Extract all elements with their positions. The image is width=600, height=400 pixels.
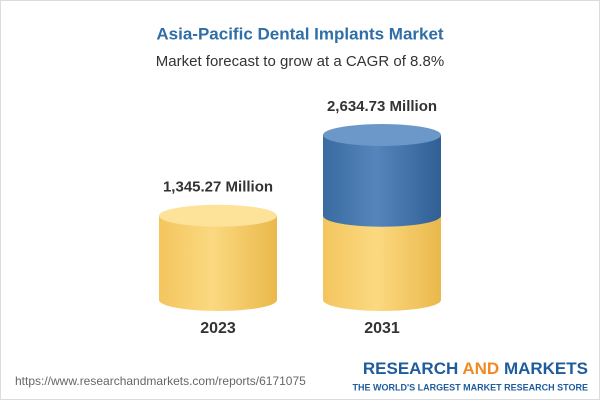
- brand-word: MARKETS: [504, 359, 588, 378]
- cylinder-body: [323, 135, 441, 227]
- chart-subtitle: Market forecast to grow at a CAGR of 8.8…: [156, 53, 444, 70]
- chart-title: Asia-Pacific Dental Implants Market: [156, 24, 444, 43]
- value-label: 1,345.27 Million: [163, 179, 273, 196]
- cylinder-base-part: [323, 215, 441, 311]
- cylinder-body: [159, 215, 277, 311]
- cylinder-top: [159, 204, 277, 227]
- value-label: 2,634.73 Million: [327, 98, 437, 115]
- source-url: https://www.researchandmarkets.com/repor…: [15, 374, 306, 388]
- cylinder-top: [323, 124, 441, 146]
- x-tick-label: 2031: [364, 320, 400, 337]
- brand-word: AND: [462, 359, 499, 378]
- brand: RESEARCH AND MARKETS: [363, 359, 588, 378]
- x-tick-label: 2023: [200, 320, 236, 337]
- tagline: THE WORLD'S LARGEST MARKET RESEARCH STOR…: [353, 382, 588, 392]
- brand-word: RESEARCH: [363, 359, 458, 378]
